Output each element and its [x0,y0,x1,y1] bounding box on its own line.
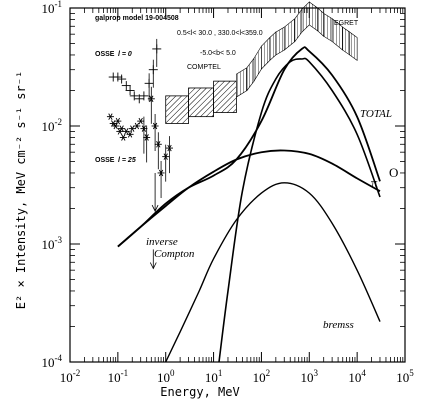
comptel-label: COMPTEL [187,64,221,71]
egret-band [323,12,333,43]
osse-l25-marker-arm [113,122,118,130]
egret-band [342,26,351,56]
osse-l25-eq: l = 25 [118,157,136,164]
pi0-o-label: O [389,165,398,180]
osse-l25-marker-arm [121,134,126,141]
upper-limit-arrowhead [149,262,157,270]
comptel-box [213,80,237,113]
egret-band [236,67,248,98]
bremss-label: bremss [323,319,354,331]
y-axis-title: E² × Intensity, MeV cm⁻² s⁻¹ sr⁻¹ [14,71,28,309]
osse-l25-prefix: OSSE [95,157,115,164]
x-tick-label: 102 [253,368,271,385]
data-layer [106,1,358,270]
upper-limit-arrowhead [151,204,159,213]
x-tick-label: 101 [205,368,223,385]
x-tick-label: 105 [396,368,414,385]
curve-pi0 [218,57,381,363]
curve-inverse_compton [117,149,381,248]
comptel-box [165,95,189,124]
model-label: galprop model 19-004508 [95,15,179,22]
egret-band [294,8,303,43]
y-tick-label: 10-4 [42,353,63,370]
osse-l25-marker-arm [124,128,129,135]
series-osse_l25 [106,86,174,198]
egret-band [261,36,271,70]
curve-bremss [165,182,381,363]
egret-band [349,31,358,61]
osse-l25-marker-arm [108,113,113,120]
egret-band [283,18,296,51]
osse-l25-marker-arm [138,117,143,125]
egret-band [253,45,262,83]
pi0-pi-label: π [371,175,378,190]
egret-band [246,57,255,92]
osse-l0-prefix: OSSE [95,51,115,58]
inverse-label: inverse [146,236,178,248]
osse-l25-marker-arm [119,125,124,132]
egret-band [308,1,319,32]
annotations: galprop model 19-004508 0.5<l< 30.0 , 33… [95,15,398,331]
egret-band [275,26,285,56]
osse-l25-marker-arm [130,125,135,132]
x-tick-label: 100 [157,368,175,385]
curve-total [117,46,381,248]
plot-frame [69,7,406,363]
osse-l25-marker-arm [127,131,133,138]
compton-label: Compton [154,248,195,260]
egret-band [317,7,324,37]
region-label: 0.5<l< 30.0 , 330.0<l<359.0 [177,30,263,37]
egret-band [269,31,277,62]
x-tick-label: 104 [348,368,366,385]
series-osse_l0 [108,38,162,104]
osse-l25-marker-arm [115,117,120,125]
egret-band [301,1,310,33]
comptel-box [188,87,214,118]
x-axis-title: Energy, MeV [160,385,239,399]
x-tick-label: 103 [301,368,319,385]
osse-l0-eq: l = 0 [118,51,132,58]
latitude-label: -5.0<b< 5.0 [200,50,236,57]
y-tick-label: 10-3 [42,235,63,252]
x-tick-label: 10-2 [60,368,81,385]
y-tick-label: 10-1 [42,0,63,16]
total-label: TOTAL [360,108,392,120]
egret-label: EGRET [334,20,359,27]
model-curves [117,46,381,363]
osse-l25-marker-arm [134,122,140,130]
y-tick-label: 10-2 [42,117,63,134]
x-tick-label: 10-1 [108,368,129,385]
